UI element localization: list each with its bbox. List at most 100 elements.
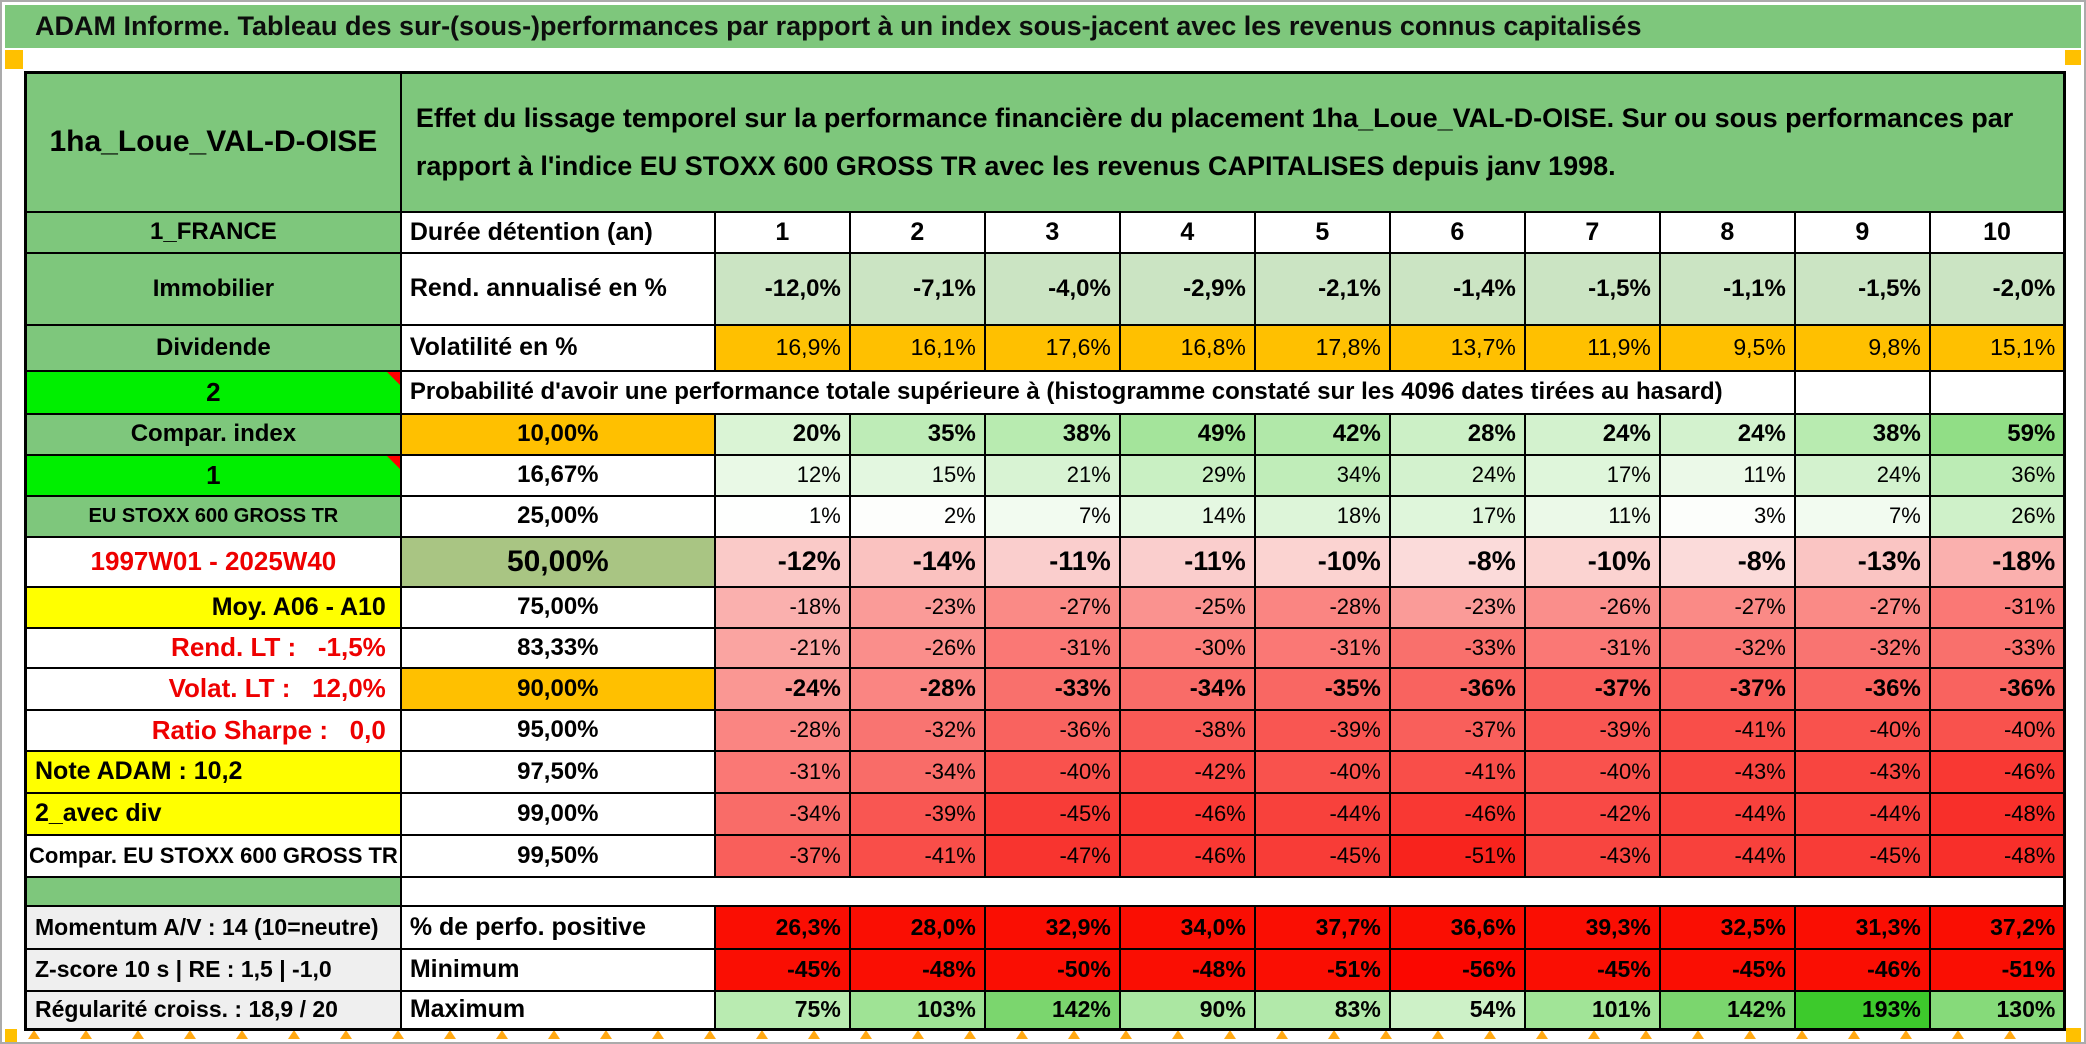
data-cell[interactable]: -41% xyxy=(1658,708,1796,752)
data-cell[interactable]: -51% xyxy=(1928,947,2066,992)
data-cell[interactable]: 2% xyxy=(848,494,986,538)
row-label-cell[interactable]: 1997W01 - 2025W40 xyxy=(24,535,402,588)
data-cell[interactable]: -45% xyxy=(1523,947,1661,992)
row-label-cell[interactable]: 2_avec div xyxy=(24,791,402,836)
data-cell[interactable]: -46% xyxy=(1118,791,1256,836)
data-cell[interactable]: 36,6% xyxy=(1388,904,1526,950)
data-cell[interactable]: -11% xyxy=(983,535,1121,588)
data-cell[interactable]: 142% xyxy=(1658,989,1796,1031)
data-cell[interactable]: -30% xyxy=(1118,626,1256,669)
percentile-cell[interactable]: 83,33% xyxy=(399,626,716,669)
data-cell[interactable]: 26,3% xyxy=(713,904,851,950)
data-cell[interactable]: 8 xyxy=(1658,210,1796,254)
metric-label-cell[interactable]: Maximum xyxy=(399,989,716,1031)
data-cell[interactable]: -44% xyxy=(1658,833,1796,878)
data-cell[interactable]: 7% xyxy=(1793,494,1931,538)
row-label-cell[interactable]: Ratio Sharpe : 0,0 xyxy=(24,708,402,752)
data-cell[interactable]: -31% xyxy=(1928,585,2066,629)
data-cell[interactable]: -28% xyxy=(713,708,851,752)
data-cell[interactable]: -40% xyxy=(1253,749,1391,794)
data-cell[interactable]: -31% xyxy=(1523,626,1661,669)
data-cell[interactable]: 3 xyxy=(983,210,1121,254)
data-cell[interactable]: -14% xyxy=(848,535,986,588)
probability-header-cell[interactable]: Probabilité d'avoir une performance tota… xyxy=(399,369,1796,415)
data-cell[interactable]: -12,0% xyxy=(713,251,851,326)
percentile-cell[interactable]: 97,50% xyxy=(399,749,716,794)
metric-label-cell[interactable]: % de perfo. positive xyxy=(399,904,716,950)
row-label-cell[interactable]: Immobilier xyxy=(24,251,402,326)
data-cell[interactable]: 24% xyxy=(1658,412,1796,456)
data-cell[interactable]: -18% xyxy=(1928,535,2066,588)
data-cell[interactable]: -37% xyxy=(713,833,851,878)
row-label-cell[interactable]: 1_FRANCE xyxy=(24,210,402,254)
data-cell[interactable]: 193% xyxy=(1793,989,1931,1031)
data-cell[interactable]: -51% xyxy=(1388,833,1526,878)
data-cell[interactable]: -39% xyxy=(1253,708,1391,752)
data-cell[interactable]: 17,8% xyxy=(1253,323,1391,372)
data-cell[interactable]: -46% xyxy=(1118,833,1256,878)
percentile-cell[interactable]: 25,00% xyxy=(399,494,716,538)
data-cell[interactable]: -41% xyxy=(1388,749,1526,794)
data-cell[interactable]: 3% xyxy=(1658,494,1796,538)
data-cell[interactable]: -50% xyxy=(983,947,1121,992)
data-cell[interactable]: -12% xyxy=(713,535,851,588)
percentile-cell[interactable]: 16,67% xyxy=(399,453,716,497)
data-cell[interactable]: 12% xyxy=(713,453,851,497)
data-cell[interactable]: 17% xyxy=(1388,494,1526,538)
row-label-cell[interactable]: EU STOXX 600 GROSS TR xyxy=(24,494,402,538)
data-cell[interactable]: -51% xyxy=(1253,947,1391,992)
data-cell[interactable]: 10 xyxy=(1928,210,2066,254)
data-cell[interactable]: 36% xyxy=(1928,453,2066,497)
data-cell[interactable]: 28% xyxy=(1388,412,1526,456)
data-cell[interactable]: 1% xyxy=(713,494,851,538)
data-cell[interactable]: -18% xyxy=(713,585,851,629)
metric-label-cell[interactable]: Volatilité en % xyxy=(399,323,716,372)
data-cell[interactable]: -33% xyxy=(1928,626,2066,669)
data-cell[interactable]: -44% xyxy=(1658,791,1796,836)
data-cell[interactable]: 4 xyxy=(1118,210,1256,254)
data-cell[interactable]: 21% xyxy=(983,453,1121,497)
data-cell[interactable]: 13,7% xyxy=(1388,323,1526,372)
data-cell[interactable]: -38% xyxy=(1118,708,1256,752)
data-cell[interactable]: -42% xyxy=(1523,791,1661,836)
data-cell[interactable]: 15% xyxy=(848,453,986,497)
data-cell[interactable]: 9,5% xyxy=(1658,323,1796,372)
data-cell[interactable]: -48% xyxy=(1118,947,1256,992)
data-cell[interactable]: 2 xyxy=(848,210,986,254)
data-cell[interactable]: -13% xyxy=(1793,535,1931,588)
data-cell[interactable]: 24% xyxy=(1793,453,1931,497)
data-cell[interactable]: -2,9% xyxy=(1118,251,1256,326)
row-label-cell[interactable]: Note ADAM : 10,2 xyxy=(24,749,402,794)
metric-label-cell[interactable]: Durée détention (an) xyxy=(399,210,716,254)
data-cell[interactable]: 9,8% xyxy=(1793,323,1931,372)
data-cell[interactable]: 32,9% xyxy=(983,904,1121,950)
data-cell[interactable]: 59% xyxy=(1928,412,2066,456)
data-cell[interactable]: -43% xyxy=(1658,749,1796,794)
data-cell[interactable]: -37% xyxy=(1523,666,1661,711)
data-cell[interactable]: -23% xyxy=(1388,585,1526,629)
metric-label-cell[interactable]: Minimum xyxy=(399,947,716,992)
data-cell[interactable]: -36% xyxy=(1388,666,1526,711)
data-cell[interactable]: -36% xyxy=(983,708,1121,752)
empty-cell[interactable] xyxy=(1793,369,1931,415)
row-label-cell[interactable]: Moy. A06 - A10 xyxy=(24,585,402,629)
metric-label-cell[interactable]: Rend. annualisé en % xyxy=(399,251,716,326)
data-cell[interactable]: -21% xyxy=(713,626,851,669)
data-cell[interactable]: -43% xyxy=(1793,749,1931,794)
data-cell[interactable]: -7,1% xyxy=(848,251,986,326)
percentile-cell[interactable]: 90,00% xyxy=(399,666,716,711)
data-cell[interactable]: 26% xyxy=(1928,494,2066,538)
data-cell[interactable]: -8% xyxy=(1658,535,1796,588)
data-cell[interactable]: 83% xyxy=(1253,989,1391,1031)
data-cell[interactable]: 37,7% xyxy=(1253,904,1391,950)
row-label-cell[interactable]: Rend. LT : -1,5% xyxy=(24,626,402,669)
data-cell[interactable]: 142% xyxy=(983,989,1121,1031)
data-cell[interactable]: 15,1% xyxy=(1928,323,2066,372)
data-cell[interactable]: 54% xyxy=(1388,989,1526,1031)
data-cell[interactable]: 11,9% xyxy=(1523,323,1661,372)
data-cell[interactable]: -1,1% xyxy=(1658,251,1796,326)
data-cell[interactable]: -23% xyxy=(848,585,986,629)
data-cell[interactable]: -10% xyxy=(1253,535,1391,588)
data-cell[interactable]: -31% xyxy=(713,749,851,794)
report-description-cell[interactable]: Effet du lissage temporel sur la perform… xyxy=(399,71,2066,213)
